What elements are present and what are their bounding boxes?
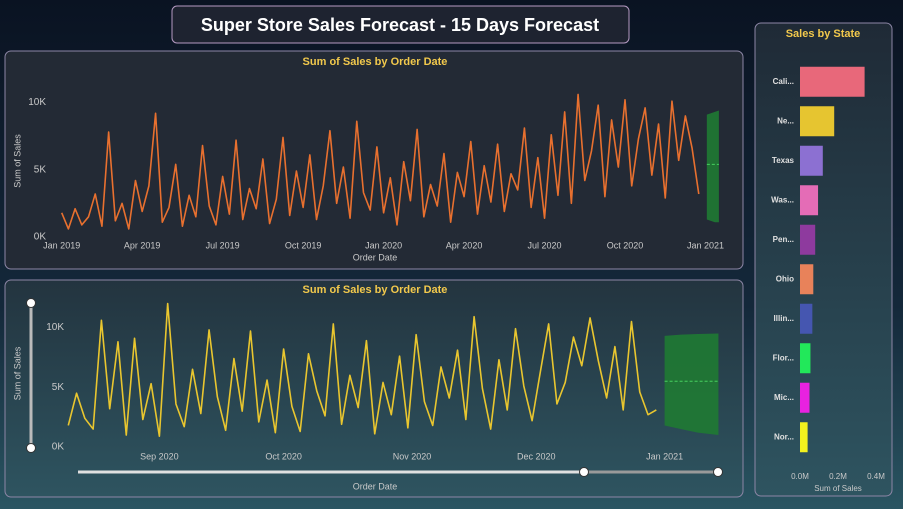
y-tick-label: 5K [34, 164, 47, 175]
bar [800, 185, 819, 216]
slider-handle[interactable] [26, 443, 36, 453]
slider-handle[interactable] [713, 467, 723, 477]
y-tick-label: 10K [28, 97, 46, 108]
bar [800, 343, 811, 374]
bar [800, 224, 816, 255]
x-tick-label: Apr 2019 [124, 240, 161, 250]
chart-title: Sum of Sales by Order Date [303, 284, 448, 296]
x-tick-label: Apr 2020 [446, 240, 483, 250]
category-label: Mic... [774, 393, 794, 402]
bar [800, 145, 823, 176]
category-label: Flor... [773, 353, 794, 362]
dashboard-title: Super Store Sales Forecast - 15 Days For… [201, 15, 599, 35]
category-label: Illin... [774, 314, 794, 323]
chart-title: Sales by State [786, 28, 861, 40]
bar [800, 382, 810, 413]
x-tick-label: 0.0M [791, 472, 809, 481]
category-label: Pen... [773, 235, 794, 244]
category-label: Texas [772, 156, 795, 165]
category-label: Ohio [776, 274, 794, 283]
x-tick-label: Dec 2020 [517, 451, 556, 461]
bar [800, 303, 813, 334]
x-tick-label: Oct 2020 [265, 451, 302, 461]
x-tick-label: Jan 2020 [365, 240, 402, 250]
slider-handle[interactable] [579, 467, 589, 477]
x-tick-label: Jan 2021 [687, 240, 724, 250]
bar [800, 422, 808, 453]
x-tick-label: Jul 2020 [528, 240, 562, 250]
y-tick-label: 0K [34, 232, 47, 243]
x-tick-label: Jan 2019 [43, 240, 80, 250]
x-tick-label: Sep 2020 [140, 451, 179, 461]
y-tick-label: 0K [52, 442, 65, 453]
axis-title: Sum of Sales [12, 346, 22, 400]
x-tick-label: 0.2M [829, 472, 847, 481]
panel [4, 50, 744, 270]
category-label: Was... [771, 195, 794, 204]
bar [800, 106, 835, 137]
axis-title: Order Date [353, 481, 398, 491]
x-tick-label: Jan 2021 [646, 451, 683, 461]
x-tick-label: Oct 2020 [607, 240, 644, 250]
category-label: Ne... [777, 116, 794, 125]
x-tick-label: Nov 2020 [393, 451, 432, 461]
x-tick-label: Oct 2019 [285, 240, 322, 250]
sales-line [60, 93, 700, 230]
axis-title: Sum of Sales [12, 134, 22, 188]
sales-line [67, 302, 657, 438]
axis-title: Order Date [353, 252, 398, 262]
forecast-band [706, 110, 719, 223]
axis-title: Sum of Sales [814, 484, 862, 493]
x-tick-label: Jul 2019 [206, 240, 240, 250]
bar [800, 66, 865, 97]
category-label: Cali... [773, 77, 794, 86]
y-tick-label: 10K [46, 322, 64, 333]
forecast-band [664, 333, 719, 436]
y-tick-label: 5K [52, 382, 65, 393]
panel [754, 22, 893, 497]
panel [4, 279, 744, 498]
bar [800, 264, 814, 295]
chart-title: Sum of Sales by Order Date [303, 56, 448, 68]
x-tick-label: 0.4M [867, 472, 885, 481]
slider-handle[interactable] [26, 298, 36, 308]
title-box [171, 5, 630, 44]
category-label: Nor... [774, 432, 794, 441]
